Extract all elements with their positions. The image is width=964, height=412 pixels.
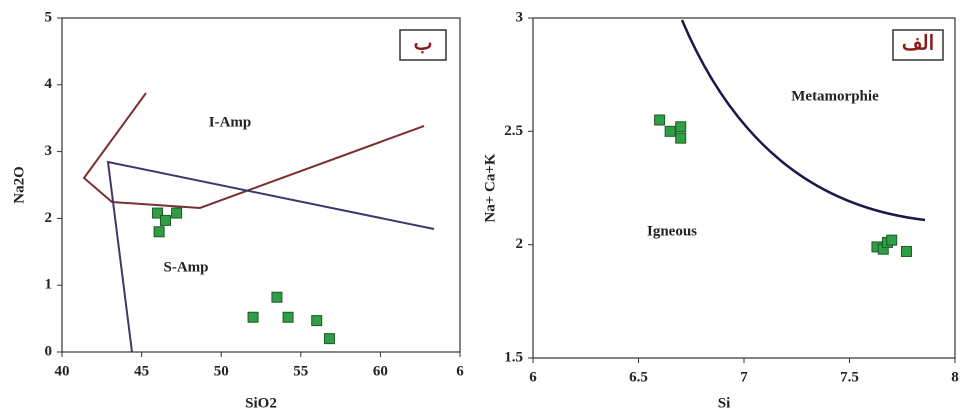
y-tick-label: 2 <box>45 210 53 226</box>
x-tick-label: 7.5 <box>840 369 859 385</box>
annotation: I-Amp <box>209 114 252 130</box>
chart-title: ب <box>414 33 433 55</box>
x-tick-label: 60 <box>373 363 388 379</box>
point <box>152 207 164 219</box>
point <box>159 214 171 226</box>
y-tick-label: 3 <box>516 9 524 25</box>
annotation: Igneous <box>647 223 697 239</box>
point <box>323 333 335 345</box>
plot-frame <box>532 17 956 359</box>
x-tick-label: 6.5 <box>629 369 648 385</box>
x-tick-label: 6 <box>456 363 464 379</box>
title-box <box>399 29 447 61</box>
boundary-curve <box>680 19 926 222</box>
point <box>282 311 294 323</box>
point <box>271 291 283 303</box>
point <box>153 226 165 238</box>
y-axis-label: Na+ Ca+K <box>482 153 498 223</box>
boundary-line <box>106 160 435 353</box>
y-tick-label: 5 <box>45 9 53 25</box>
x-tick-label: 50 <box>214 363 229 379</box>
x-tick-label: 40 <box>55 363 70 379</box>
x-tick-label: 7 <box>740 369 748 385</box>
point <box>171 207 183 219</box>
annotation: Metamorphie <box>791 88 879 104</box>
point <box>654 114 666 126</box>
point <box>886 234 898 246</box>
point <box>664 125 676 137</box>
x-tick-label: 8 <box>951 369 959 385</box>
y-tick-label: 0 <box>45 343 53 359</box>
x-tick-label: 45 <box>134 363 149 379</box>
plot-frame <box>61 17 461 353</box>
y-tick-label: 2 <box>516 236 524 252</box>
y-axis-label: Na2O <box>11 166 27 204</box>
boundary-line <box>82 92 425 210</box>
chart-title: الف <box>902 33 934 55</box>
y-tick-label: 1 <box>45 277 53 293</box>
x-axis-label: Si <box>718 395 731 411</box>
y-tick-label: 1.5 <box>504 349 523 365</box>
annotation: S-Amp <box>163 259 208 275</box>
x-tick-label: 55 <box>293 363 308 379</box>
y-tick-label: 3 <box>45 143 53 159</box>
point <box>247 311 259 323</box>
point <box>311 315 323 327</box>
title-box <box>892 29 944 61</box>
x-axis-label: SiO2 <box>245 395 277 411</box>
y-tick-label: 2.5 <box>504 123 523 139</box>
y-tick-label: 4 <box>45 76 53 92</box>
point <box>675 121 687 133</box>
point <box>675 132 687 144</box>
point <box>900 245 912 257</box>
x-tick-label: 6 <box>529 369 537 385</box>
